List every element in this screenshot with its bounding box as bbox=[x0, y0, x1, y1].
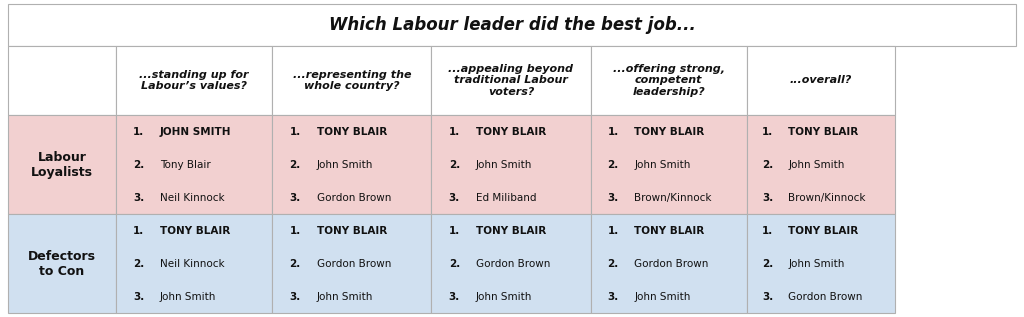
Text: 1.: 1. bbox=[133, 127, 144, 137]
Text: TONY BLAIR: TONY BLAIR bbox=[476, 226, 546, 236]
Text: TONY BLAIR: TONY BLAIR bbox=[634, 127, 705, 137]
Text: John Smith: John Smith bbox=[788, 259, 845, 269]
Bar bbox=[116, 115, 272, 214]
Bar bbox=[8, 214, 116, 313]
Bar bbox=[591, 214, 746, 313]
Text: 3.: 3. bbox=[449, 292, 460, 302]
Text: TONY BLAIR: TONY BLAIR bbox=[316, 127, 387, 137]
Text: TONY BLAIR: TONY BLAIR bbox=[634, 226, 705, 236]
Bar bbox=[746, 214, 895, 313]
Text: John Smith: John Smith bbox=[476, 292, 532, 302]
Text: ...overall?: ...overall? bbox=[790, 75, 852, 85]
Bar bbox=[116, 214, 272, 313]
Text: Gordon Brown: Gordon Brown bbox=[316, 259, 391, 269]
Text: Defectors
to Con: Defectors to Con bbox=[28, 250, 96, 278]
Text: Brown/Kinnock: Brown/Kinnock bbox=[788, 193, 865, 203]
Bar bbox=[8, 4, 1016, 46]
Text: 3.: 3. bbox=[607, 292, 618, 302]
Bar bbox=[746, 46, 895, 115]
Text: Gordon Brown: Gordon Brown bbox=[476, 259, 550, 269]
Text: John Smith: John Smith bbox=[476, 160, 532, 170]
Text: 2.: 2. bbox=[449, 259, 460, 269]
Text: Labour
Loyalists: Labour Loyalists bbox=[31, 151, 93, 179]
Text: 2.: 2. bbox=[133, 259, 144, 269]
Text: 3.: 3. bbox=[133, 193, 144, 203]
Text: Brown/Kinnock: Brown/Kinnock bbox=[634, 193, 712, 203]
Text: John Smith: John Smith bbox=[316, 292, 373, 302]
Text: 1.: 1. bbox=[290, 226, 301, 236]
Text: ...appealing beyond
traditional Labour
voters?: ...appealing beyond traditional Labour v… bbox=[449, 64, 573, 97]
Text: 3.: 3. bbox=[290, 193, 301, 203]
Text: Ed Miliband: Ed Miliband bbox=[476, 193, 537, 203]
Text: TONY BLAIR: TONY BLAIR bbox=[316, 226, 387, 236]
Text: 3.: 3. bbox=[762, 292, 773, 302]
Text: 1.: 1. bbox=[762, 127, 773, 137]
Text: 2.: 2. bbox=[449, 160, 460, 170]
Text: 1.: 1. bbox=[607, 226, 618, 236]
Text: TONY BLAIR: TONY BLAIR bbox=[788, 226, 858, 236]
Text: 1.: 1. bbox=[133, 226, 144, 236]
Bar bbox=[8, 115, 116, 214]
Text: 2.: 2. bbox=[762, 259, 773, 269]
Text: 1.: 1. bbox=[607, 127, 618, 137]
Bar bbox=[431, 46, 591, 115]
Bar bbox=[591, 46, 746, 115]
Text: TONY BLAIR: TONY BLAIR bbox=[476, 127, 546, 137]
Text: 2.: 2. bbox=[762, 160, 773, 170]
Text: TONY BLAIR: TONY BLAIR bbox=[160, 226, 230, 236]
Text: ...offering strong,
competent
leadership?: ...offering strong, competent leadership… bbox=[612, 64, 725, 97]
Text: 3.: 3. bbox=[290, 292, 301, 302]
Bar bbox=[272, 46, 431, 115]
Text: Which Labour leader did the best job...: Which Labour leader did the best job... bbox=[329, 16, 695, 34]
Text: Gordon Brown: Gordon Brown bbox=[316, 193, 391, 203]
Text: 2.: 2. bbox=[133, 160, 144, 170]
Text: 1.: 1. bbox=[762, 226, 773, 236]
Text: ...standing up for
Labour’s values?: ...standing up for Labour’s values? bbox=[139, 69, 249, 91]
Text: 3.: 3. bbox=[607, 193, 618, 203]
Text: Neil Kinnock: Neil Kinnock bbox=[160, 193, 224, 203]
Text: Gordon Brown: Gordon Brown bbox=[788, 292, 862, 302]
Text: 2.: 2. bbox=[290, 160, 301, 170]
Bar bbox=[272, 214, 431, 313]
Text: Neil Kinnock: Neil Kinnock bbox=[160, 259, 224, 269]
Text: ...representing the
whole country?: ...representing the whole country? bbox=[293, 69, 411, 91]
Text: 3.: 3. bbox=[762, 193, 773, 203]
Text: 1.: 1. bbox=[449, 226, 460, 236]
Text: 1.: 1. bbox=[290, 127, 301, 137]
Text: 2.: 2. bbox=[607, 160, 618, 170]
Bar bbox=[431, 214, 591, 313]
Bar bbox=[591, 115, 746, 214]
Text: 2.: 2. bbox=[290, 259, 301, 269]
Text: John Smith: John Smith bbox=[634, 160, 691, 170]
Text: 3.: 3. bbox=[449, 193, 460, 203]
Text: John Smith: John Smith bbox=[634, 292, 691, 302]
Bar bbox=[431, 115, 591, 214]
Bar bbox=[272, 115, 431, 214]
Text: 1.: 1. bbox=[449, 127, 460, 137]
Text: JOHN SMITH: JOHN SMITH bbox=[160, 127, 231, 137]
Bar bbox=[746, 115, 895, 214]
Text: 2.: 2. bbox=[607, 259, 618, 269]
Text: Tony Blair: Tony Blair bbox=[160, 160, 211, 170]
Text: TONY BLAIR: TONY BLAIR bbox=[788, 127, 858, 137]
Text: John Smith: John Smith bbox=[316, 160, 373, 170]
Bar bbox=[8, 46, 116, 115]
Text: John Smith: John Smith bbox=[788, 160, 845, 170]
Bar bbox=[116, 46, 272, 115]
Text: John Smith: John Smith bbox=[160, 292, 216, 302]
Text: Gordon Brown: Gordon Brown bbox=[634, 259, 709, 269]
Text: 3.: 3. bbox=[133, 292, 144, 302]
